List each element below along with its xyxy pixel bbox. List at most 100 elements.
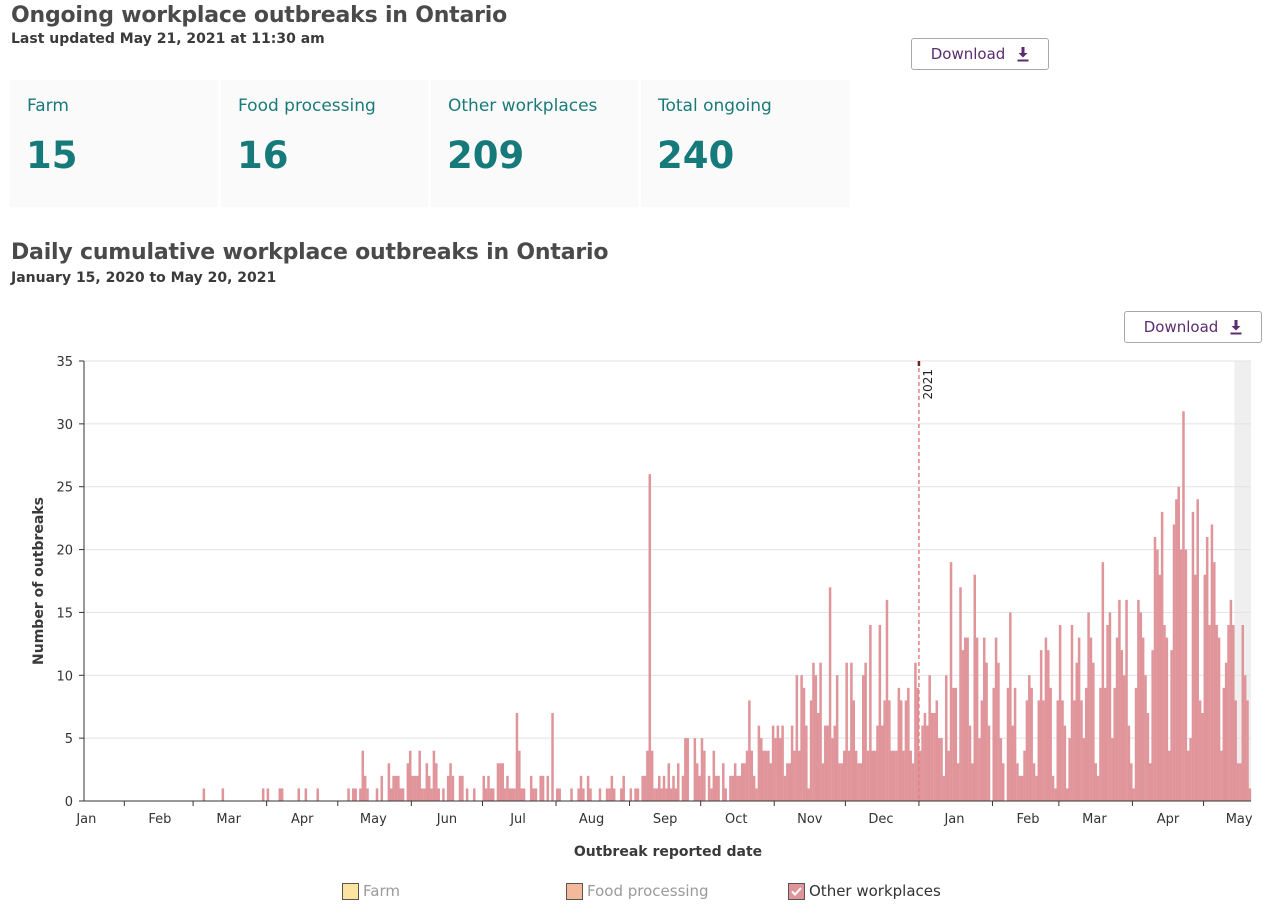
- bar: [1165, 637, 1169, 801]
- bar: [1232, 625, 1235, 801]
- x-tick-label: May: [1226, 812, 1253, 827]
- bar: [354, 788, 357, 801]
- x-tick-label: Jan: [75, 812, 96, 827]
- bar: [1011, 725, 1014, 801]
- bar: [1103, 687, 1107, 801]
- bar: [1063, 725, 1067, 801]
- bar: [945, 675, 948, 801]
- bar: [1196, 499, 1199, 801]
- bar: [700, 738, 704, 801]
- bar: [1203, 574, 1207, 801]
- checkmark-icon: [788, 882, 805, 900]
- legend-label: Food processing: [587, 882, 709, 900]
- bar: [1084, 687, 1088, 801]
- bar: [297, 788, 300, 801]
- bar: [1058, 625, 1062, 801]
- bar: [892, 750, 896, 801]
- bar: [482, 775, 486, 801]
- bar: [427, 775, 431, 801]
- bar: [1248, 788, 1252, 801]
- x-tick-label: Mar: [216, 812, 241, 827]
- bar: [821, 763, 825, 801]
- bar: [935, 700, 939, 801]
- bar: [738, 775, 742, 801]
- bar: [904, 700, 908, 801]
- bar: [942, 775, 946, 801]
- bar: [1054, 788, 1057, 801]
- legend-food-processing[interactable]: Food processing: [566, 882, 709, 900]
- bar: [1205, 537, 1209, 801]
- bar: [375, 788, 379, 801]
- bar: [854, 750, 858, 801]
- bar: [425, 763, 429, 801]
- bar: [411, 775, 414, 801]
- bar: [423, 788, 426, 801]
- bar: [491, 788, 495, 801]
- bar: [1035, 775, 1038, 801]
- bar: [1028, 675, 1031, 801]
- bar: [778, 738, 782, 801]
- bar: [745, 750, 749, 801]
- bar: [899, 700, 903, 801]
- bar: [869, 625, 872, 801]
- x-axis-label: Outbreak reported date: [574, 844, 762, 860]
- chart-header: Daily cumulative workplace outbreaks in …: [11, 240, 608, 286]
- bar: [707, 775, 711, 801]
- legend-other-workplaces[interactable]: Other workplaces: [788, 882, 941, 900]
- download-icon: [1017, 47, 1029, 62]
- bar: [1068, 738, 1071, 801]
- bar: [558, 788, 561, 801]
- bar: [546, 775, 550, 801]
- bar: [676, 763, 680, 801]
- bar: [658, 775, 661, 801]
- bar: [764, 750, 768, 801]
- bar: [496, 763, 500, 801]
- bar: [767, 750, 770, 801]
- bar: [1080, 700, 1083, 801]
- legend-swatch-food-processing: [566, 882, 583, 900]
- bar: [918, 750, 922, 801]
- bar: [506, 775, 509, 801]
- last-updated: Last updated May 21, 2021 at 11:30 am: [11, 31, 325, 47]
- bar: [674, 788, 678, 801]
- bar: [885, 599, 889, 801]
- x-tick-label: Feb: [1017, 812, 1040, 827]
- bar: [1115, 637, 1119, 801]
- bar: [359, 788, 362, 801]
- bar: [914, 662, 917, 801]
- y-tick-label: 30: [56, 418, 73, 433]
- y-tick-label: 20: [56, 544, 73, 559]
- bar: [684, 738, 687, 801]
- bar: [1163, 625, 1166, 801]
- download-summary-button[interactable]: Download: [911, 38, 1049, 70]
- bar: [714, 775, 718, 801]
- bar: [582, 788, 585, 801]
- bar: [1020, 775, 1024, 801]
- bar: [665, 788, 668, 801]
- bar: [586, 775, 590, 801]
- bar: [975, 637, 979, 801]
- bar: [1177, 486, 1180, 801]
- bar: [397, 775, 400, 801]
- bar: [605, 788, 609, 801]
- bar: [833, 725, 837, 801]
- card-value: 16: [237, 134, 289, 177]
- bar: [1184, 549, 1188, 801]
- chart-title: Daily cumulative workplace outbreaks in …: [11, 240, 609, 265]
- x-tick-label: Jan: [943, 812, 964, 827]
- bar: [816, 713, 820, 801]
- bar: [698, 775, 701, 801]
- legend-farm[interactable]: Farm: [342, 882, 400, 900]
- bar: [261, 788, 265, 801]
- bar: [1139, 612, 1143, 801]
- bar: [610, 775, 614, 801]
- bar: [634, 788, 637, 801]
- download-chart-button[interactable]: Download: [1124, 311, 1262, 343]
- bar: [1222, 687, 1226, 801]
- bar: [748, 700, 751, 801]
- bar: [1137, 599, 1140, 801]
- bar: [620, 788, 623, 801]
- bar: [1210, 524, 1214, 801]
- bar: [1243, 675, 1247, 801]
- bar: [1127, 725, 1131, 801]
